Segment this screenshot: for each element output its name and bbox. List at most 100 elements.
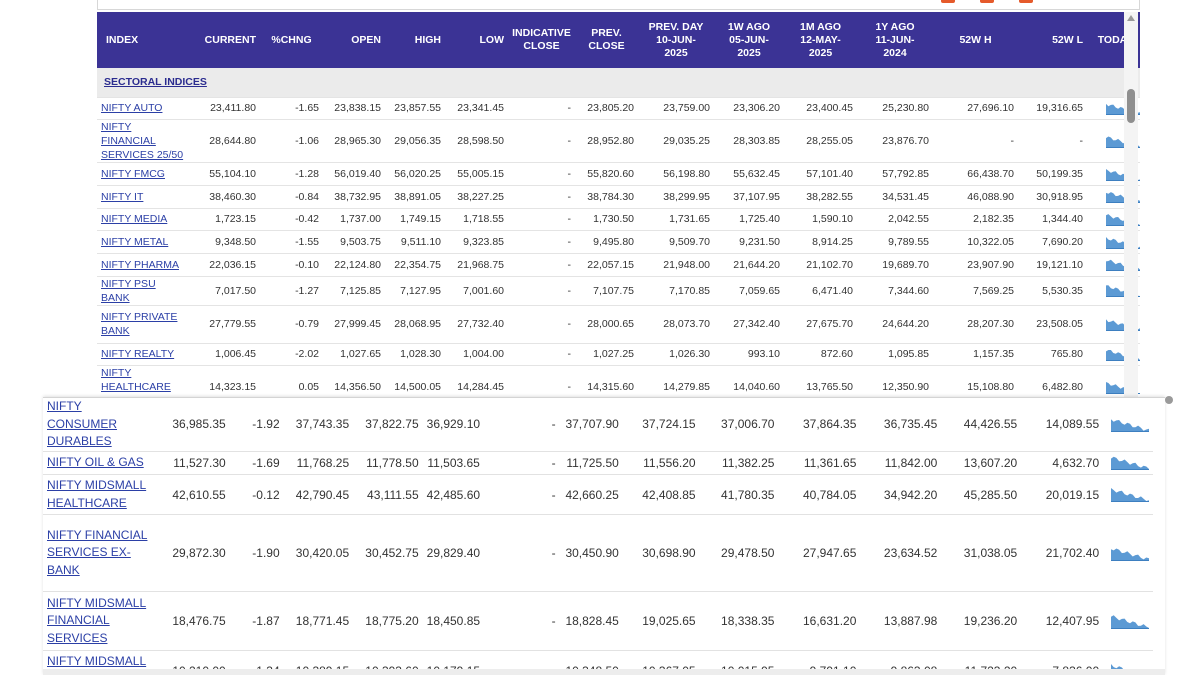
- col-1w-ago[interactable]: 1W AGO 05-JUN- 2025: [714, 12, 784, 68]
- index-link[interactable]: NIFTY MIDSMALL FINANCIAL SERVICES: [47, 595, 147, 645]
- prev-close-cell: 42,660.25: [559, 474, 623, 515]
- ind-cell: -: [508, 253, 575, 277]
- w1-cell: 28,303.85: [714, 119, 784, 164]
- index-name-cell: NIFTY PRIVATE BANK: [97, 305, 191, 344]
- sparkline-chart[interactable]: [1111, 417, 1149, 432]
- today-cell: [1103, 474, 1153, 515]
- chng-cell: -0.84: [260, 185, 323, 209]
- y1-cell: 1,095.85: [857, 343, 933, 367]
- prev-close-cell: 28,952.80: [575, 119, 638, 164]
- download-icon[interactable]: [980, 0, 994, 3]
- high-cell: 7,127.95: [385, 276, 445, 306]
- y1-cell: 24,644.20: [857, 305, 933, 344]
- table-row: NIFTY REALTY 1,006.45 -2.02 1,027.65 1,028.3…: [97, 343, 1140, 367]
- high-cell: 23,857.55: [385, 97, 445, 121]
- download-icon[interactable]: [941, 0, 955, 3]
- col-low[interactable]: LOW: [445, 12, 508, 68]
- col-label: 12-MAY-: [800, 33, 841, 46]
- open-cell: 27,999.45: [323, 305, 385, 344]
- w1-cell: 29,478.50: [699, 514, 779, 592]
- y1-cell: 13,887.98: [860, 591, 942, 651]
- m1-cell: 11,361.65: [778, 451, 861, 475]
- y1-cell: 57,792.85: [857, 162, 933, 186]
- sparkline-chart[interactable]: [1111, 546, 1149, 561]
- col-high[interactable]: HIGH: [385, 12, 445, 68]
- col-prev-close[interactable]: PREV. CLOSE: [575, 12, 638, 68]
- index-link[interactable]: NIFTY FINANCIAL SERVICES EX-BANK: [47, 527, 148, 577]
- col-current[interactable]: CURRENT: [191, 12, 260, 68]
- m1-cell: 57,101.40: [784, 162, 857, 186]
- vertical-scrollbar[interactable]: [1124, 12, 1138, 397]
- index-link[interactable]: NIFTY IT: [101, 190, 144, 203]
- index-link[interactable]: NIFTY REALTY: [101, 348, 175, 361]
- high-cell: 29,056.35: [385, 119, 445, 164]
- scrollbar-thumb[interactable]: [1127, 89, 1135, 123]
- high-cell: 28,068.95: [385, 305, 445, 344]
- index-link[interactable]: NIFTY FMCG: [101, 168, 165, 181]
- index-link[interactable]: NIFTY HEALTHCARE INDEX: [101, 367, 171, 397]
- section-title[interactable]: SECTORAL INDICES: [104, 76, 207, 89]
- w52l-cell: 7,690.20: [1018, 230, 1087, 254]
- index-link[interactable]: NIFTY MIDSMALL HEALTHCARE: [47, 478, 147, 510]
- current-cell: 42,610.55: [155, 474, 230, 515]
- index-link[interactable]: NIFTY OIL & GAS: [47, 455, 144, 469]
- col-1y-ago[interactable]: 1Y AGO 11-JUN- 2024: [857, 12, 933, 68]
- y1-cell: 34,942.20: [860, 474, 942, 515]
- scroll-up-arrow-icon[interactable]: [1127, 15, 1135, 21]
- index-link[interactable]: NIFTY METAL: [101, 236, 169, 249]
- today-cell: [1103, 591, 1153, 651]
- scrollbar-thumb[interactable]: [1165, 396, 1173, 404]
- index-link[interactable]: NIFTY PRIVATE BANK: [101, 311, 178, 338]
- table-row: NIFTY FINANCIAL SERVICES EX-BANK 29,872.3…: [43, 514, 1153, 592]
- m1-cell: 13,765.50: [784, 365, 857, 397]
- low-cell: 18,450.85: [422, 591, 484, 651]
- horizontal-scrollbar[interactable]: [43, 669, 1165, 675]
- w52h-cell: 19,236.20: [941, 591, 1022, 651]
- w1-cell: 7,059.65: [714, 276, 784, 306]
- current-cell: 1,723.15: [191, 208, 260, 232]
- w1-cell: 41,780.35: [699, 474, 779, 515]
- w1-cell: 11,382.25: [699, 451, 779, 475]
- prev-day-cell: 7,170.85: [638, 276, 714, 306]
- col-chng[interactable]: %CHNG: [260, 12, 323, 68]
- prev-close-cell: 55,820.60: [575, 162, 638, 186]
- y1-cell: 23,876.70: [857, 119, 933, 164]
- index-name-cell: NIFTY AUTO: [97, 97, 191, 121]
- index-link[interactable]: NIFTY MEDIA: [101, 213, 168, 226]
- y1-cell: 25,230.80: [857, 97, 933, 121]
- prev-close-cell: 22,057.15: [575, 253, 638, 277]
- w52l-cell: 12,407.95: [1021, 591, 1104, 651]
- col-1m-ago[interactable]: 1M AGO 12-MAY- 2025: [784, 12, 857, 68]
- sparkline-chart[interactable]: [1111, 455, 1149, 471]
- col-index[interactable]: INDEX: [97, 12, 191, 68]
- col-prev-day[interactable]: PREV. DAY 10-JUN- 2025: [638, 12, 714, 68]
- m1-cell: 40,784.05: [778, 474, 861, 515]
- index-name-cell: NIFTY HEALTHCARE INDEX: [97, 365, 191, 397]
- col-indicative-close[interactable]: INDICATIVE CLOSE: [508, 12, 575, 68]
- w52l-cell: 19,121.10: [1018, 253, 1087, 277]
- index-link[interactable]: NIFTY AUTO: [101, 102, 163, 115]
- sparkline-chart[interactable]: [1111, 614, 1149, 629]
- prev-day-cell: 14,279.85: [638, 365, 714, 397]
- high-cell: 11,778.50: [353, 451, 423, 475]
- sparkline-chart[interactable]: [1111, 487, 1149, 502]
- open-cell: 1,737.00: [323, 208, 385, 232]
- w52l-cell: 6,482.80: [1018, 365, 1087, 397]
- col-open[interactable]: OPEN: [323, 12, 385, 68]
- col-52w-low[interactable]: 52W L: [1018, 12, 1087, 68]
- index-link[interactable]: NIFTY CONSUMER DURABLES: [47, 399, 118, 448]
- col-label: 1Y AGO: [875, 20, 915, 33]
- m1-cell: 6,471.40: [784, 276, 857, 306]
- w1-cell: 23,306.20: [714, 97, 784, 121]
- index-link[interactable]: NIFTY PSU BANK: [101, 277, 156, 304]
- ind-cell: -: [508, 97, 575, 121]
- index-link[interactable]: NIFTY PHARMA: [101, 258, 179, 271]
- current-cell: 1,006.45: [191, 343, 260, 367]
- chng-cell: -2.02: [260, 343, 323, 367]
- index-link[interactable]: NIFTY FINANCIAL SERVICES 25/50: [101, 121, 184, 162]
- download-icon[interactable]: [1019, 0, 1033, 3]
- current-cell: 23,411.80: [191, 97, 260, 121]
- col-52w-high[interactable]: 52W H: [933, 12, 1018, 68]
- table-row: NIFTY MIDSMALL HEALTHCARE 42,610.55 -0.12 4…: [43, 474, 1153, 515]
- w52h-cell: 10,322.05: [933, 230, 1018, 254]
